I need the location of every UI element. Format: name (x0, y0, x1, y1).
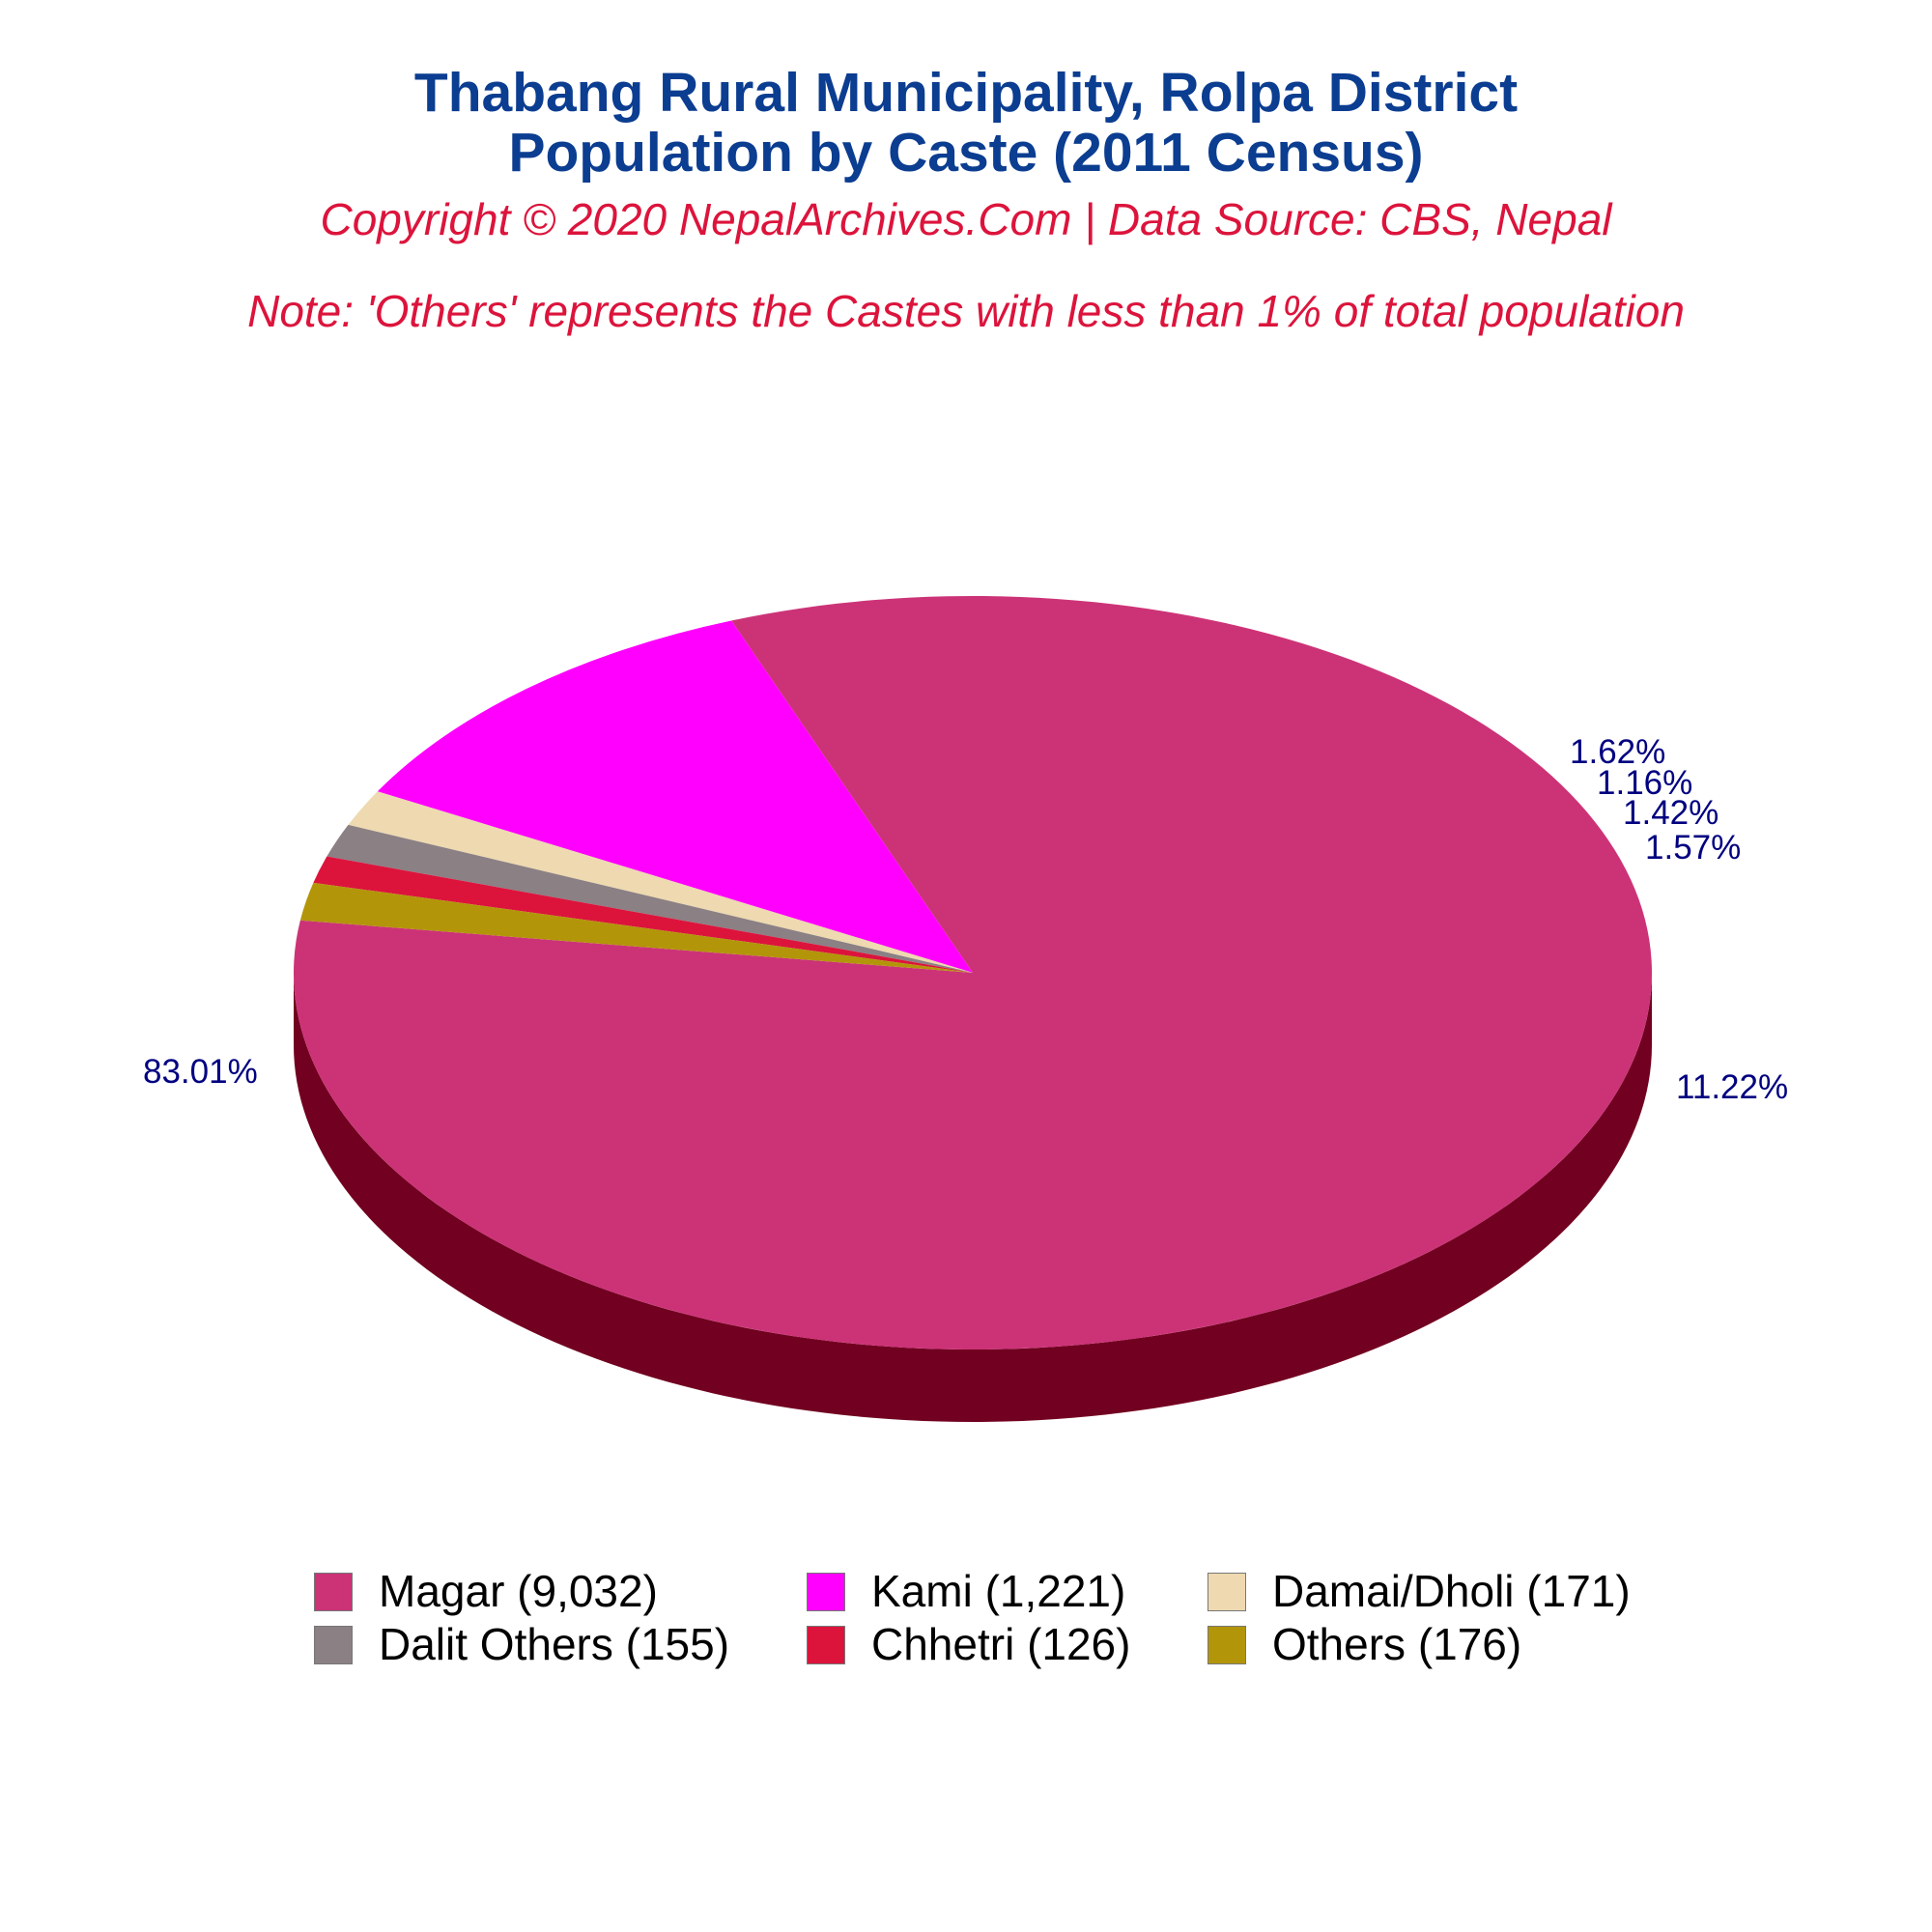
pie-depth (294, 973, 1652, 1422)
slice-magar (293, 596, 1653, 1350)
percent-label-dalit-others: 1.42% (1623, 794, 1719, 832)
slice-kami (377, 620, 973, 973)
percent-label-damai-dholi: 1.57% (1645, 829, 1741, 867)
chart-title-line2: Population by Caste (2011 Census) (508, 122, 1424, 184)
legend-swatch (1208, 1573, 1246, 1611)
legend-swatch (314, 1573, 353, 1611)
legend-label: Dalit Others (155) (379, 1619, 730, 1669)
legend-swatch (314, 1626, 353, 1664)
chart-title-line1: Thabang Rural Municipality, Rolpa Distri… (413, 62, 1519, 124)
percent-label-chhetri: 1.16% (1597, 764, 1692, 802)
slice-others (299, 882, 973, 973)
legend-label: Chhetri (126) (871, 1619, 1131, 1669)
legend-label: Magar (9,032) (379, 1566, 658, 1616)
slice-chhetri (313, 856, 973, 973)
legend-label: Others (176) (1272, 1619, 1522, 1669)
percent-label-others: 1.62% (1570, 733, 1665, 771)
legend-swatch (807, 1573, 845, 1611)
slice-dalit-others (327, 824, 973, 973)
pie-slices (293, 596, 1653, 1350)
copyright-text: Copyright © 2020 NepalArchives.Com | Dat… (320, 194, 1612, 244)
slice-damai-dholi (348, 791, 973, 973)
legend-swatch (807, 1626, 845, 1664)
pie-percent-labels: 83.01% 11.22% 1.57%1.42%1.16%1.62% (143, 733, 1788, 1106)
percent-label-magar: 83.01% (143, 1053, 258, 1091)
legend-label: Damai/Dholi (171) (1272, 1566, 1631, 1616)
note-text: Note: 'Others' represents the Castes wit… (247, 286, 1685, 336)
legend-label: Kami (1,221) (871, 1566, 1126, 1616)
slice-side-magar (294, 973, 1652, 1422)
legend-swatch (1208, 1626, 1246, 1664)
percent-label-kami: 11.22% (1676, 1068, 1788, 1106)
